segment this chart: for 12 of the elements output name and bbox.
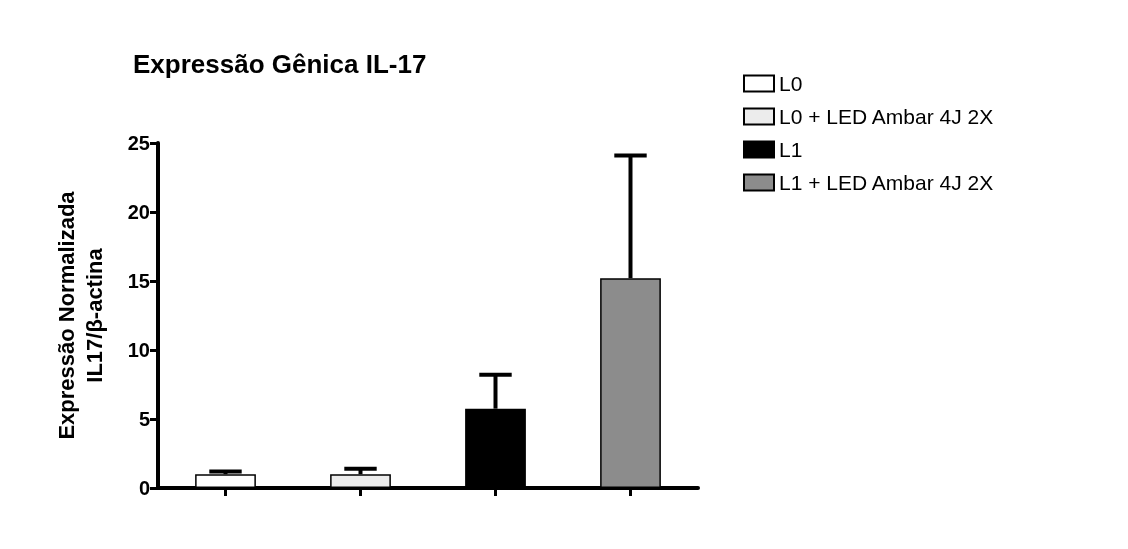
legend-label: L1: [779, 138, 803, 161]
y-tick-label: 15: [127, 270, 150, 292]
chart-title: Expressão Gênica IL-17: [133, 49, 427, 79]
y-axis-title: Expressão Normalizada IL17/β-actina: [53, 190, 107, 440]
legend-label: L0: [779, 72, 803, 95]
y-tick-label: 25: [127, 132, 150, 154]
y-tick-label: 10: [127, 339, 150, 361]
y-tick-label: 20: [127, 201, 150, 223]
legend-label: L1 + LED Ambar 4J 2X: [779, 171, 994, 194]
legend-label: L0 + LED Ambar 4J 2X: [779, 105, 994, 128]
y-tick-label: 0: [138, 477, 150, 499]
y-tick-label: 5: [138, 408, 150, 430]
